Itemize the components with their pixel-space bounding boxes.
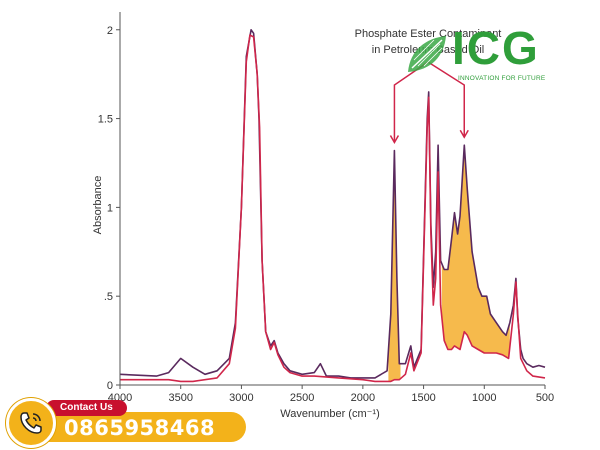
contact-label: Contact Us [46,400,127,416]
x-tick-label: 3500 [168,392,192,404]
axes [119,12,545,386]
y-tick-label: 2 [107,25,113,37]
x-tick-label: 2500 [290,392,314,404]
series-line-2 [120,34,546,383]
series-line-1 [119,29,546,379]
x-tick-label: 3000 [229,392,253,404]
contact-widget[interactable]: Contact Us 0865958468 [6,398,248,448]
y-tick-label: 0 [107,380,113,392]
y-tick-label: 1 [107,202,113,214]
logo-tagline: INNOVATION FOR FUTURE [458,75,546,82]
contact-phone-number[interactable]: 0865958468 [64,416,216,440]
annotation-arrow-head-2 [459,129,469,139]
x-tick-label: 2000 [351,392,375,404]
annotation-arrow-head-1 [389,135,400,145]
series-layer [119,29,546,383]
contact-call-button[interactable] [6,398,56,448]
x-axis-title: Wavenumber (cm⁻¹) [280,408,380,420]
x-tick-label: 500 [536,392,554,404]
annotation-arrows [389,61,469,145]
x-tick-label: 1000 [472,392,496,404]
y-tick-label: 1.5 [98,114,113,126]
contact-pill[interactable] [28,412,246,442]
annotation-arrow-line-2 [427,61,465,138]
icg-logo: ICG INNOVATION FOR FUTURE [400,20,570,90]
logo-wordmark: ICG [452,22,540,74]
highlight-area-phosphate [441,145,510,359]
y-axis-title: Absorbance [92,176,104,235]
phone-icon [20,412,42,434]
x-tick-label: 1500 [411,392,435,404]
annotation-line-1: Phosphate Ester Contaminant [355,28,502,40]
leaf-icon [408,36,446,72]
y-tick-label: .5 [104,291,113,303]
